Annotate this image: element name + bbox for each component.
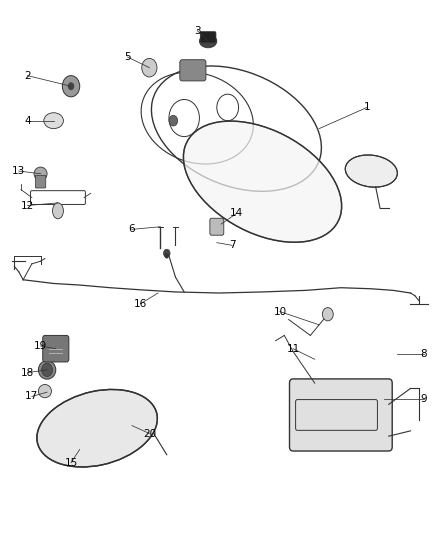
Text: 10: 10 — [273, 306, 286, 317]
Ellipse shape — [142, 59, 157, 77]
Text: 4: 4 — [24, 116, 31, 126]
Ellipse shape — [184, 121, 342, 242]
Text: 8: 8 — [420, 349, 427, 359]
Ellipse shape — [345, 155, 397, 187]
Ellipse shape — [322, 308, 333, 321]
Ellipse shape — [44, 113, 64, 128]
Text: 13: 13 — [12, 166, 25, 176]
Ellipse shape — [34, 167, 47, 180]
Ellipse shape — [62, 76, 80, 97]
FancyBboxPatch shape — [200, 31, 216, 43]
Ellipse shape — [169, 115, 178, 126]
Text: 11: 11 — [286, 344, 300, 354]
Text: 18: 18 — [21, 368, 34, 377]
Text: 16: 16 — [134, 298, 147, 309]
FancyBboxPatch shape — [210, 218, 224, 235]
Text: 15: 15 — [64, 458, 78, 467]
FancyBboxPatch shape — [35, 175, 46, 188]
Text: 20: 20 — [143, 429, 156, 439]
Text: 14: 14 — [230, 208, 243, 219]
Text: 2: 2 — [24, 70, 31, 80]
FancyBboxPatch shape — [43, 335, 69, 362]
Text: 19: 19 — [34, 341, 47, 351]
Ellipse shape — [199, 35, 217, 48]
Ellipse shape — [39, 384, 51, 398]
Text: 5: 5 — [124, 52, 131, 62]
Ellipse shape — [68, 82, 74, 90]
Text: 17: 17 — [25, 391, 39, 401]
Text: 1: 1 — [364, 102, 370, 112]
Ellipse shape — [165, 253, 169, 259]
Ellipse shape — [39, 361, 56, 379]
FancyBboxPatch shape — [180, 60, 206, 81]
Text: 12: 12 — [21, 200, 34, 211]
Ellipse shape — [37, 390, 157, 467]
Text: 3: 3 — [194, 26, 201, 36]
Text: 7: 7 — [229, 240, 235, 251]
Text: 9: 9 — [420, 394, 427, 404]
Ellipse shape — [42, 364, 53, 376]
Text: 6: 6 — [129, 224, 135, 235]
FancyBboxPatch shape — [290, 379, 392, 451]
Ellipse shape — [53, 203, 64, 219]
Ellipse shape — [163, 249, 170, 257]
